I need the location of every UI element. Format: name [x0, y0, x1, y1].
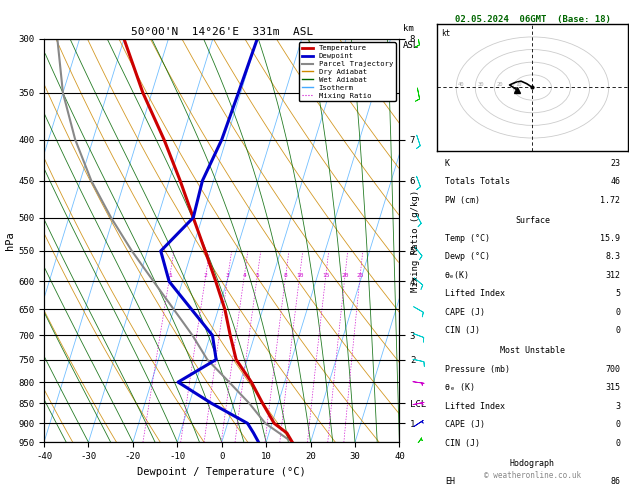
Text: 20: 20	[496, 82, 503, 87]
Text: Hodograph: Hodograph	[510, 459, 555, 468]
Text: θₑ (K): θₑ (K)	[445, 383, 475, 392]
Text: 0: 0	[615, 327, 620, 335]
Text: Temp (°C): Temp (°C)	[445, 234, 490, 243]
Text: 1: 1	[168, 273, 172, 278]
Legend: Temperature, Dewpoint, Parcel Trajectory, Dry Adiabat, Wet Adiabat, Isotherm, Mi: Temperature, Dewpoint, Parcel Trajectory…	[299, 42, 396, 102]
Y-axis label: hPa: hPa	[6, 231, 15, 250]
Text: 3: 3	[226, 273, 230, 278]
Title: 50°00'N  14°26'E  331m  ASL: 50°00'N 14°26'E 331m ASL	[131, 27, 313, 37]
Text: 4: 4	[242, 273, 246, 278]
Text: 23: 23	[610, 159, 620, 168]
Text: Mixing Ratio (g/kg): Mixing Ratio (g/kg)	[411, 190, 420, 292]
Text: Lifted Index: Lifted Index	[445, 402, 505, 411]
Text: Dewp (°C): Dewp (°C)	[445, 253, 490, 261]
Text: 15.9: 15.9	[600, 234, 620, 243]
Text: 40: 40	[458, 82, 465, 87]
Text: 700: 700	[605, 365, 620, 374]
Text: 0: 0	[615, 308, 620, 317]
Text: θₑ(K): θₑ(K)	[445, 271, 470, 280]
Text: 0: 0	[615, 420, 620, 429]
Text: kt: kt	[441, 29, 450, 38]
Text: 10: 10	[296, 273, 303, 278]
Text: 2: 2	[204, 273, 208, 278]
Text: Surface: Surface	[515, 216, 550, 225]
Text: CAPE (J): CAPE (J)	[445, 308, 485, 317]
Text: Pressure (mb): Pressure (mb)	[445, 365, 509, 374]
Text: 8.3: 8.3	[605, 253, 620, 261]
Text: 5: 5	[615, 290, 620, 298]
Text: 20: 20	[342, 273, 348, 278]
Text: PW (cm): PW (cm)	[445, 196, 480, 205]
Text: CIN (J): CIN (J)	[445, 439, 480, 448]
Text: 0: 0	[615, 439, 620, 448]
Text: 1.72: 1.72	[600, 196, 620, 205]
Text: 3: 3	[615, 402, 620, 411]
Text: 8: 8	[284, 273, 287, 278]
Text: © weatheronline.co.uk: © weatheronline.co.uk	[484, 471, 581, 480]
Text: 315: 315	[605, 383, 620, 392]
Text: EH: EH	[445, 477, 455, 486]
Text: 02.05.2024  06GMT  (Base: 18): 02.05.2024 06GMT (Base: 18)	[455, 15, 610, 24]
Text: K: K	[445, 159, 450, 168]
Text: 312: 312	[605, 271, 620, 280]
Text: Lifted Index: Lifted Index	[445, 290, 505, 298]
Text: 15: 15	[322, 273, 330, 278]
Text: Most Unstable: Most Unstable	[500, 347, 565, 355]
Text: 46: 46	[610, 177, 620, 186]
Text: 86: 86	[610, 477, 620, 486]
Text: 30: 30	[477, 82, 484, 87]
X-axis label: Dewpoint / Temperature (°C): Dewpoint / Temperature (°C)	[137, 467, 306, 477]
Text: 25: 25	[357, 273, 364, 278]
Text: km: km	[403, 24, 414, 33]
Text: Totals Totals: Totals Totals	[445, 177, 509, 186]
Text: 5: 5	[255, 273, 259, 278]
Text: CAPE (J): CAPE (J)	[445, 420, 485, 429]
Text: CIN (J): CIN (J)	[445, 327, 480, 335]
Text: 10: 10	[515, 82, 522, 87]
Text: ASL: ASL	[403, 41, 419, 50]
